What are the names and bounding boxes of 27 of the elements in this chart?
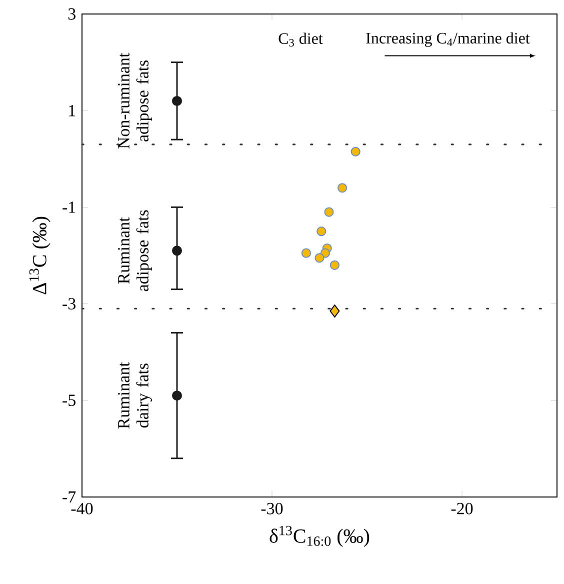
y-tick-label: 1 <box>69 104 76 116</box>
y-tick-label: -7 <box>62 491 76 503</box>
point <box>316 226 326 236</box>
point <box>350 146 360 156</box>
point <box>324 207 334 217</box>
y-tick-label: -1 <box>62 202 76 213</box>
point <box>172 246 182 256</box>
y-axis-title: Δ$^{13}$C (‰) <box>29 216 50 294</box>
y-tick-label: -5 <box>62 394 76 406</box>
annotation: Ruminant adipose fats <box>118 210 152 292</box>
y-tick-label: 3 <box>68 8 76 20</box>
point <box>172 390 182 401</box>
annotation: Increasing C$_{4}$/marine diet <box>366 32 530 47</box>
annotation: C$_{3}$ diet <box>278 32 323 46</box>
point <box>301 248 311 258</box>
point <box>330 260 340 270</box>
point <box>337 183 348 193</box>
x-tick-label: -20 <box>451 502 473 514</box>
y-tick-label: -3 <box>62 298 76 310</box>
x-axis-title: δ$^{13}$C$_{16:0}$ (‰) <box>270 526 370 547</box>
x-tick-label: -40 <box>71 502 93 514</box>
point <box>314 253 324 263</box>
annotation: Ruminant dairy fats <box>118 362 152 429</box>
point <box>172 96 182 106</box>
annotation: Non-ruminant adipose fats <box>118 52 152 149</box>
x-tick-label: -30 <box>261 502 283 514</box>
point <box>330 304 340 318</box>
